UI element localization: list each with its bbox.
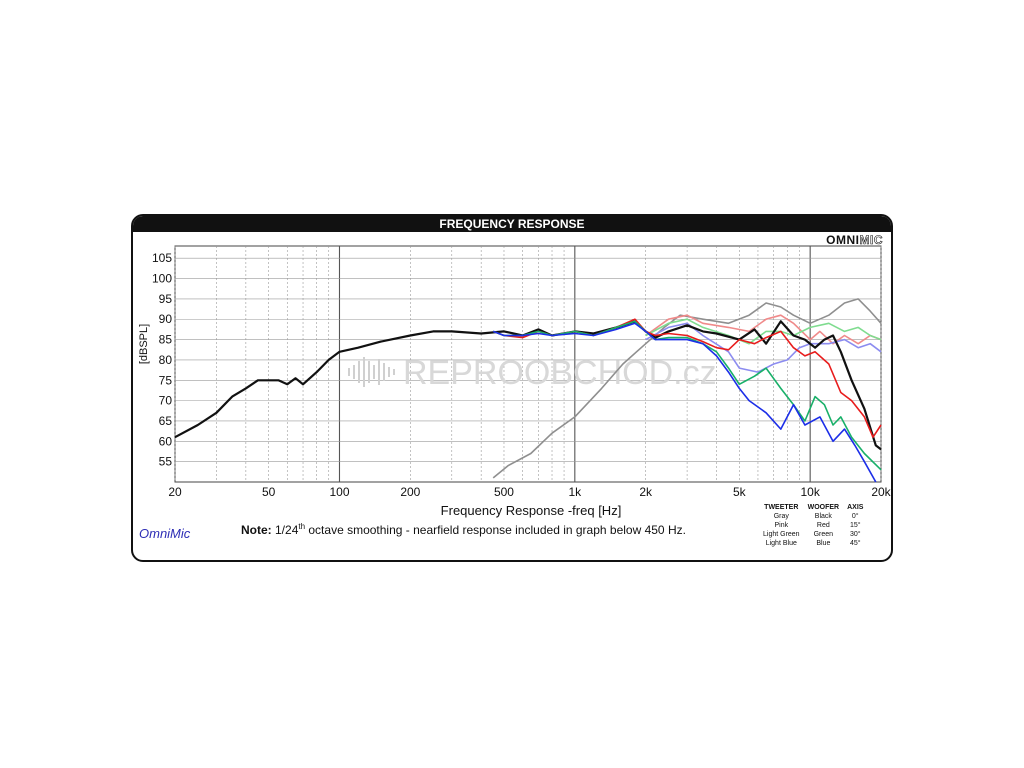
series-line-7 <box>492 322 877 483</box>
legend-row: Light Green Green 30° <box>759 530 867 539</box>
legend-row: Light Blue Blue 45° <box>759 539 867 548</box>
brand-logo: OMNIMIC <box>826 233 883 248</box>
note-label: Note: <box>241 523 272 537</box>
legend-cell: Blue <box>816 540 831 547</box>
x-tick-label: 10k <box>800 485 820 499</box>
x-tick-label: 50 <box>262 485 276 499</box>
y-tick-label: 55 <box>159 455 173 469</box>
waveform-icon <box>348 357 395 387</box>
series-line-0 <box>492 298 882 479</box>
note-post: octave smoothing - nearfield response in… <box>305 523 686 537</box>
x-tick-label: 2k <box>639 485 653 499</box>
x-tick-label: 5k <box>733 485 747 499</box>
legend-row: Pink Red 15° <box>759 521 867 530</box>
legend-cell: 0° <box>851 513 859 520</box>
y-tick-label: 90 <box>159 312 173 326</box>
frequency-chart: REPROOBCHOD.cz 55 60 65 70 75 80 85 90 95 100 105 2… <box>138 245 891 518</box>
x-tick-label: 100 <box>329 485 349 499</box>
x-tick-label: 1k <box>568 485 582 499</box>
y-tick-label: 95 <box>159 292 173 306</box>
x-tick-label: 20 <box>168 485 182 499</box>
y-tick-label: 100 <box>152 272 172 286</box>
x-axis-label: Frequency Response -freq [Hz] <box>441 503 622 518</box>
tick-labels: 55 60 65 70 75 80 85 90 95 100 105 20 50 100 200 500 1k 2… <box>152 251 891 499</box>
frequency-response-panel: FREQUENCY RESPONSE OMNIMIC REPROOBCHOD.c… <box>131 214 893 562</box>
legend-cell: Light Green <box>763 531 800 538</box>
y-tick-label: 70 <box>159 394 173 408</box>
x-tick-label: 500 <box>494 485 514 499</box>
y-tick-label: 85 <box>159 333 173 347</box>
legend-cell: 15° <box>849 522 861 529</box>
legend-header: TWEETER <box>764 504 799 511</box>
legend-row: Gray Black 0° <box>759 512 867 521</box>
y-axis-label: [dBSPL] <box>138 324 150 364</box>
note-text: Note: 1/24th octave smoothing - nearfiel… <box>241 522 686 537</box>
legend-header-row: TWEETER WOOFER AXIS <box>759 503 867 512</box>
legend-cell: Black <box>814 513 832 520</box>
chart-title: FREQUENCY RESPONSE <box>133 216 891 232</box>
y-tick-label: 75 <box>159 373 173 387</box>
y-tick-label: 60 <box>159 434 173 448</box>
series-line-1 <box>645 314 882 345</box>
grid-lines <box>174 245 882 483</box>
y-tick-label: 80 <box>159 353 173 367</box>
brand-alt: MIC <box>859 233 883 248</box>
legend-cell: Light Blue <box>765 540 797 547</box>
omnimic-signature: OmniMic <box>139 526 191 541</box>
x-tick-label: 200 <box>400 485 420 499</box>
x-tick-label: 20k <box>871 485 891 499</box>
brand-main: OMNI <box>826 233 860 247</box>
legend-cell: 45° <box>849 540 861 547</box>
legend-cell: Red <box>816 522 830 529</box>
series-line-6 <box>492 320 882 471</box>
legend-cell: Pink <box>774 522 789 529</box>
series-lines <box>174 298 882 483</box>
legend-table: TWEETER WOOFER AXIS Gray Black 0° Pink R… <box>759 503 867 548</box>
legend-header: AXIS <box>847 504 864 511</box>
legend-header: WOOFER <box>807 504 840 511</box>
note-sup: th <box>298 522 306 531</box>
legend-cell: Gray <box>773 513 789 520</box>
note-pre: 1/24 <box>271 523 299 537</box>
y-tick-label: 105 <box>152 251 172 265</box>
y-tick-label: 65 <box>159 414 173 428</box>
watermark-text: REPROOBCHOD.cz <box>403 354 717 392</box>
legend-cell: Green <box>813 531 834 538</box>
legend-cell: 30° <box>849 531 861 538</box>
